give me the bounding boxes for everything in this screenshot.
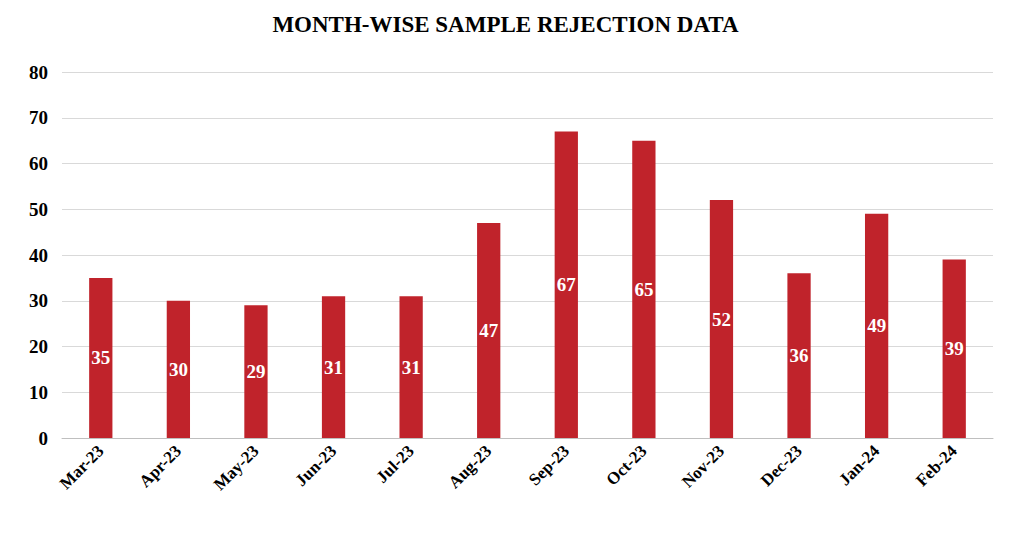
svg-text:31: 31 [402,357,421,378]
svg-text:40: 40 [29,245,48,266]
svg-text:May-23: May-23 [210,441,263,494]
svg-text:49: 49 [867,315,886,336]
svg-text:35: 35 [91,347,110,368]
svg-text:65: 65 [634,279,653,300]
svg-text:52: 52 [712,309,731,330]
svg-text:Oct-23: Oct-23 [602,441,650,489]
svg-text:60: 60 [29,153,48,174]
svg-text:39: 39 [945,338,964,359]
svg-text:36: 36 [790,345,809,366]
svg-text:29: 29 [246,361,265,382]
svg-text:Nov-23: Nov-23 [678,441,728,491]
svg-text:20: 20 [29,336,48,357]
svg-text:Jul-23: Jul-23 [372,441,417,486]
svg-text:50: 50 [29,199,48,220]
svg-text:10: 10 [29,382,48,403]
svg-text:47: 47 [479,320,499,341]
svg-text:30: 30 [169,359,188,380]
svg-text:Dec-23: Dec-23 [757,441,806,490]
svg-text:Jun-23: Jun-23 [291,441,340,490]
svg-text:31: 31 [324,357,343,378]
svg-text:Sep-23: Sep-23 [525,441,573,489]
svg-text:70: 70 [29,107,48,128]
svg-text:30: 30 [29,290,48,311]
svg-text:MONTH-WISE SAMPLE REJECTION DA: MONTH-WISE SAMPLE REJECTION DATA [272,12,739,37]
svg-text:0: 0 [39,428,49,449]
svg-text:Apr-23: Apr-23 [135,441,185,491]
svg-text:67: 67 [557,274,577,295]
svg-text:Jan-24: Jan-24 [835,441,883,489]
svg-text:Mar-23: Mar-23 [56,441,108,493]
svg-text:80: 80 [29,62,48,83]
svg-text:Aug-23: Aug-23 [445,441,496,492]
svg-text:Feb-24: Feb-24 [912,441,961,490]
